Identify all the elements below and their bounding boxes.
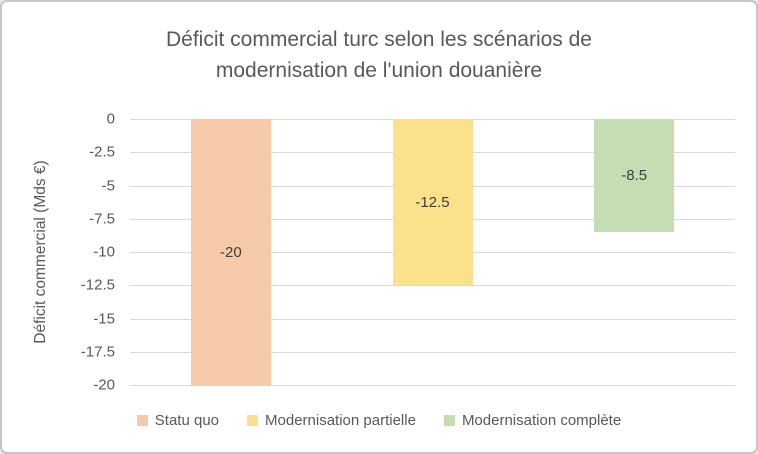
plot-area: -20 -12.5 -8.5 xyxy=(130,119,735,386)
y-tick-label: -20 xyxy=(93,376,115,394)
chart-title-line-1: Déficit commercial turc selon les scénar… xyxy=(166,28,592,51)
legend: Statu quo Modernisation partielle Modernis… xyxy=(2,412,756,429)
legend-swatch-icon xyxy=(247,415,259,426)
y-tick-label: -10 xyxy=(93,243,115,261)
chart-title-line-2: modernisation de l'union douanière xyxy=(215,59,543,82)
bar-modernisation-compl-te: -8.5 xyxy=(594,119,675,233)
gridline xyxy=(130,351,735,353)
gridline xyxy=(130,385,735,386)
legend-label: Modernisation partielle xyxy=(265,412,416,429)
gridline xyxy=(130,318,735,320)
y-tick-label: -2.5 xyxy=(89,143,115,161)
bar-data-label: -8.5 xyxy=(621,167,648,185)
legend-item-modernisation-compl-te: Modernisation complète xyxy=(443,412,622,429)
y-tick-label: -5 xyxy=(101,177,115,194)
legend-item-statu-quo: Statu quo xyxy=(136,412,220,429)
y-tick-label: -12.5 xyxy=(80,276,115,294)
bar-modernisation-partielle: -12.5 xyxy=(392,119,473,286)
legend-item-modernisation-partielle: Modernisation partielle xyxy=(247,412,416,429)
legend-label: Statu quo xyxy=(154,412,220,429)
legend-swatch-icon xyxy=(443,415,455,426)
bar-data-label: -12.5 xyxy=(415,193,450,211)
chart-title: Déficit commercial turc selon les scénar… xyxy=(2,24,756,86)
legend-swatch-icon xyxy=(136,415,148,426)
y-axis-tick-labels: 0 -2.5 -5 -7.5 -10 -12.5 -15 -17.5 -20 xyxy=(2,111,115,394)
legend-label: Modernisation complète xyxy=(461,412,622,429)
gridline xyxy=(130,285,735,287)
y-tick-label: -17.5 xyxy=(80,343,115,361)
y-tick-label: 0 xyxy=(106,110,115,128)
bar-statu-quo: -20 xyxy=(190,119,271,385)
bar-data-label: -20 xyxy=(219,243,242,261)
y-tick-label: -7.5 xyxy=(89,210,115,228)
y-tick-label: -15 xyxy=(93,310,115,327)
